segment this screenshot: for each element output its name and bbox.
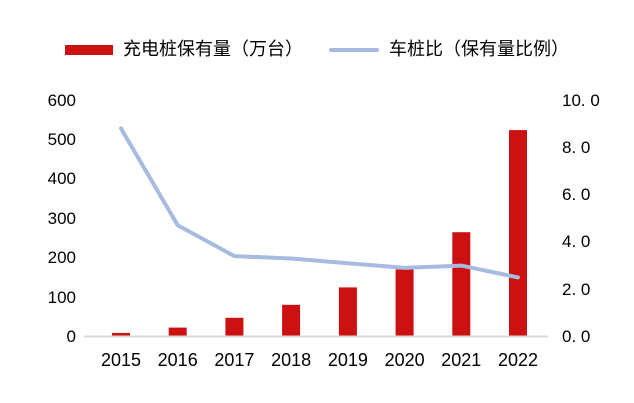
x-axis-label-2019: 2019 bbox=[327, 350, 368, 370]
bar-2017 bbox=[225, 317, 244, 336]
chart-legend: 充电桩保有量（万台） 车桩比（保有量比例） bbox=[0, 36, 634, 64]
left-axis-tick-600: 600 bbox=[47, 90, 76, 110]
x-axis-label-2018: 2018 bbox=[271, 350, 312, 370]
x-axis-label-2022: 2022 bbox=[497, 350, 539, 370]
line-series-swatch-icon bbox=[329, 48, 379, 52]
left-axis-tick-500: 500 bbox=[47, 129, 76, 149]
right-axis-tick-4.0: 4. 0 bbox=[562, 232, 591, 252]
bar-series-swatch-icon bbox=[65, 45, 113, 55]
bar-2020 bbox=[395, 269, 414, 336]
bar-2016 bbox=[168, 327, 187, 336]
bar-2015 bbox=[112, 332, 130, 336]
x-axis-label-2016: 2016 bbox=[157, 350, 198, 370]
ratio-line bbox=[119, 126, 520, 280]
left-axis-tick-300: 300 bbox=[47, 208, 76, 228]
x-axis-label-2017: 2017 bbox=[214, 350, 255, 370]
left-axis-tick-100: 100 bbox=[47, 287, 76, 307]
bar-2018 bbox=[282, 304, 301, 336]
x-axis-label-2020: 2020 bbox=[384, 350, 425, 370]
line-series-label: 车桩比（保有量比例） bbox=[389, 39, 569, 60]
left-axis-tick-400: 400 bbox=[47, 169, 76, 189]
right-axis-tick-0.0: 0. 0 bbox=[562, 327, 591, 346]
legend-item-line: 车桩比（保有量比例） bbox=[329, 41, 569, 59]
bar-2021 bbox=[452, 232, 471, 336]
bar-series-label: 充电桩保有量（万台） bbox=[123, 39, 303, 60]
bar-2022 bbox=[509, 130, 527, 336]
right-axis-tick-2.0: 2. 0 bbox=[562, 279, 591, 299]
right-axis-tick-10.0: 10. 0 bbox=[562, 90, 600, 110]
right-axis-tick-6.0: 6. 0 bbox=[562, 185, 591, 205]
bar-2019 bbox=[338, 287, 357, 336]
left-axis-tick-0: 0 bbox=[66, 327, 76, 346]
legend-item-bars: 充电桩保有量（万台） bbox=[65, 41, 303, 59]
x-axis-label-2015: 2015 bbox=[100, 350, 142, 370]
x-axis-label-2021: 2021 bbox=[441, 350, 482, 370]
left-axis-tick-200: 200 bbox=[47, 248, 76, 268]
right-axis-tick-8.0: 8. 0 bbox=[562, 137, 591, 157]
